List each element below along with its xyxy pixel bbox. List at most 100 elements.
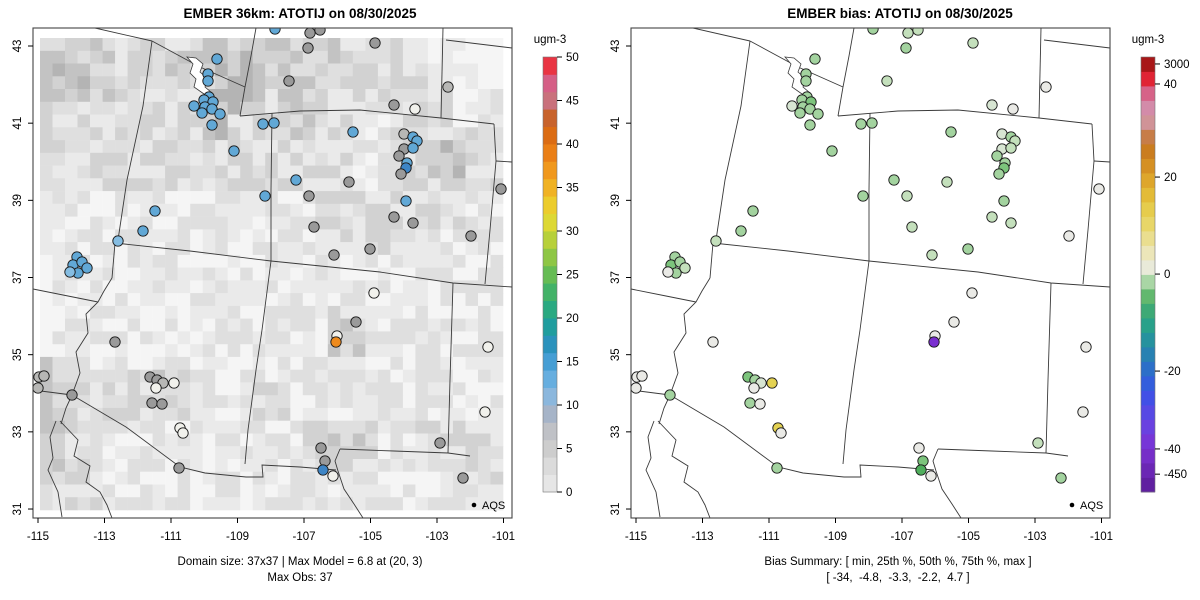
aqs-station-dot <box>409 103 421 115</box>
state-border-line <box>715 40 751 241</box>
state-border-line <box>842 28 855 88</box>
aqs-station-dot <box>350 316 362 328</box>
aqs-station-dot <box>109 336 121 348</box>
aqs-station-dot <box>150 382 162 394</box>
state-border-line <box>94 28 153 42</box>
y-axis-tick-label: 37 <box>610 271 622 284</box>
colorbar-tick-label: 0 <box>566 487 572 499</box>
state-border-line <box>440 28 444 119</box>
aqs-station-dot <box>206 119 218 131</box>
state-border-line <box>445 39 512 49</box>
state-border-line <box>117 40 153 241</box>
aqs-station-dot <box>1093 183 1105 195</box>
state-border-line <box>71 277 113 396</box>
state-border-line <box>114 242 272 262</box>
colorbar-segment <box>543 109 557 127</box>
aqs-station-dot <box>395 168 407 180</box>
state-border-line <box>1045 452 1069 457</box>
x-axis-tick-label: -101 <box>1090 531 1113 543</box>
state-border-line <box>1045 282 1052 454</box>
aqs-station-dot <box>137 225 149 237</box>
aqs-station-dot <box>434 437 446 449</box>
state-border-line <box>932 448 962 518</box>
state-border-line <box>692 28 751 42</box>
y-axis-tick-label: 31 <box>12 503 24 516</box>
y-axis-tick-label: 41 <box>12 117 24 130</box>
x-axis-tick-label: -107 <box>292 531 315 543</box>
x-axis-tick-label: -105 <box>957 531 980 543</box>
aqs-station-dot <box>495 183 507 195</box>
colorbar-segment <box>1141 71 1155 87</box>
colorbar-segment <box>543 265 557 284</box>
aqs-station-dot <box>902 28 914 39</box>
aqs-station-dot <box>149 205 161 217</box>
x-axis-tick-label: -111 <box>758 531 779 543</box>
colorbar-tick-label: 25 <box>566 270 579 282</box>
colorbar-tick-label: 5 <box>566 444 572 456</box>
state-border-line <box>33 288 99 303</box>
colorbar-segment <box>1141 173 1155 188</box>
aqs-station-dot <box>664 389 676 401</box>
colorbar-segment <box>543 439 557 458</box>
aqs-station-dot <box>747 205 759 217</box>
aqs-station-dot <box>809 53 821 65</box>
aqs-station-dot <box>81 262 93 274</box>
aqs-station-dot <box>998 195 1010 207</box>
aqs-station-dot <box>211 53 223 65</box>
colorbar-segment <box>1141 274 1155 290</box>
colorbar-segment <box>1141 202 1155 217</box>
aqs-station-dot <box>812 108 824 120</box>
colorbar-tick-label: 20 <box>1164 172 1177 184</box>
colorbar-segment <box>543 474 557 493</box>
aqs-station-dot <box>941 176 953 188</box>
x-axis-tick-label: -115 <box>625 531 647 543</box>
aqs-station-dot <box>347 126 359 138</box>
x-axis-tick-label: -109 <box>824 531 847 543</box>
left-caption-line1: Domain size: 37x37 | Max Model = 6.8 at … <box>177 556 423 568</box>
aqs-station-dot <box>662 266 674 278</box>
x-axis-tick-label: -105 <box>359 531 382 543</box>
aqs-station-dot <box>314 28 326 36</box>
aqs-station-dot <box>804 103 816 115</box>
colorbar-segment <box>1141 86 1155 101</box>
x-axis-tick-label: -109 <box>226 531 249 543</box>
aqs-station-dot <box>866 117 878 129</box>
colorbar-tick-label: 3000 <box>1164 59 1190 71</box>
aqs-station-dot <box>38 370 50 382</box>
y-axis-tick-label: 31 <box>610 503 622 516</box>
colorbar-segment <box>1141 361 1155 377</box>
state-border-line <box>657 420 711 518</box>
colorbar-segment <box>1141 477 1155 493</box>
aqs-station-dot <box>202 75 214 87</box>
left-colorbar-title: ugm-3 <box>533 34 567 46</box>
colorbar-segment <box>543 405 557 423</box>
aqs-station-dot <box>1077 406 1089 418</box>
colorbar-tick-label: -450 <box>1164 469 1187 481</box>
aqs-station-dot <box>1005 142 1017 154</box>
state-border-line <box>631 288 697 303</box>
aqs-station-dot <box>259 190 271 202</box>
x-axis-tick-label: -103 <box>425 531 448 543</box>
aqs-station-dot <box>786 100 798 112</box>
aqs-station-dot <box>679 262 691 274</box>
colorbar-segment <box>543 335 557 354</box>
colorbar-segment <box>543 318 557 336</box>
colorbar-segment <box>543 161 557 180</box>
aqs-station-dot <box>1032 437 1044 449</box>
colorbar-segment <box>1141 216 1155 232</box>
aqs-station-dot <box>794 107 806 119</box>
state-border-line <box>868 112 871 261</box>
aqs-station-dot <box>881 75 893 87</box>
aqs-station-dot <box>400 195 412 207</box>
colorbar-segment <box>1141 187 1155 203</box>
aqs-station-dot <box>804 119 816 131</box>
colorbar-segment <box>1141 57 1155 72</box>
aqs-station-dot <box>33 382 44 394</box>
colorbar-tick-label: -40 <box>1164 444 1181 456</box>
state-border-line <box>59 420 113 518</box>
x-axis-tick-label: -107 <box>890 531 913 543</box>
aqs-station-dot <box>855 118 867 130</box>
aqs-station-dot <box>112 235 124 247</box>
aqs-station-dot <box>771 462 783 474</box>
aqs-legend-label: AQS <box>482 500 505 512</box>
